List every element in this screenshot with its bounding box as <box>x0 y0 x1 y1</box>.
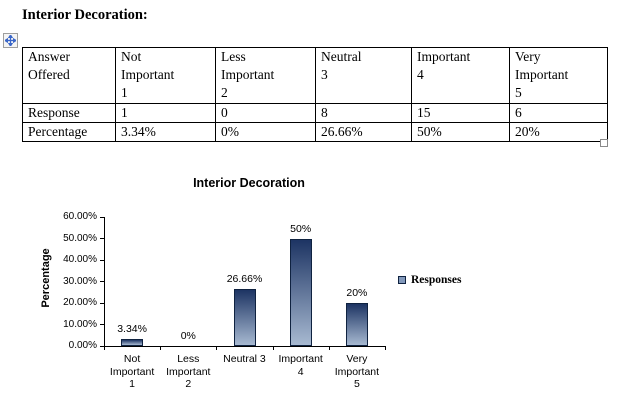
bar-not-important-1 <box>121 338 144 346</box>
x-category-label: Neutral 3 <box>223 353 266 365</box>
y-tick <box>100 302 104 304</box>
bar-data-label: 0% <box>180 330 196 342</box>
y-tick <box>100 281 104 282</box>
percentage-cell[interactable]: 20% <box>509 122 608 142</box>
header-less-important[interactable]: Less Important 2 <box>215 47 316 104</box>
table-row-response: Response 1 0 8 15 6 <box>22 103 608 123</box>
response-cell[interactable]: 15 <box>411 103 510 123</box>
document-title: Interior Decoration: <box>22 7 148 23</box>
x-category-label: Not Important 1 <box>109 353 155 390</box>
response-cell[interactable]: 1 <box>115 103 216 123</box>
response-cell[interactable]: 0 <box>215 103 316 123</box>
y-tick <box>100 216 104 218</box>
bar-data-label: 3.34% <box>117 322 147 335</box>
y-tick-label: 30.00% <box>63 275 97 287</box>
y-axis-line <box>104 217 105 347</box>
x-tick <box>272 346 274 350</box>
x-axis-line <box>101 346 386 347</box>
move-icon <box>5 35 16 46</box>
bar-data-label: 26.66% <box>226 272 263 285</box>
y-tick <box>100 238 104 239</box>
y-tick-label: 40.00% <box>63 254 97 265</box>
x-tick <box>104 346 105 350</box>
table-resize-handle[interactable] <box>600 139 608 147</box>
header-neutral[interactable]: Neutral 3 <box>315 47 412 104</box>
legend-label: Responses <box>411 274 462 286</box>
row-label-response[interactable]: Response <box>22 103 116 123</box>
table-move-handle[interactable] <box>3 33 18 48</box>
x-tick <box>216 346 218 350</box>
x-tick <box>160 346 162 350</box>
x-category-label: Very Important 5 <box>334 353 380 390</box>
header-important[interactable]: Important 4 <box>411 47 510 104</box>
answers-table: Answer Offered Not Important 1 Less Impo… <box>22 47 608 142</box>
y-tick-label: 10.00% <box>63 318 97 330</box>
x-tick <box>385 346 386 350</box>
y-tick <box>100 324 104 325</box>
y-tick <box>100 345 104 347</box>
header-very-important[interactable]: Very Important 5 <box>509 47 608 104</box>
chart-title: Interior Decoration <box>193 176 305 190</box>
percentage-cell[interactable]: 26.66% <box>315 122 412 142</box>
bar-data-label: 50% <box>290 222 312 235</box>
y-tick-label: 50.00% <box>63 232 97 244</box>
y-tick-label: 60.00% <box>63 211 97 222</box>
x-category-label: Less Important 2 <box>166 353 211 390</box>
row-label-percentage[interactable]: Percentage <box>22 122 116 142</box>
header-not-important[interactable]: Not Important 1 <box>115 47 216 104</box>
legend-marker-icon <box>398 276 406 284</box>
table-header-row: Answer Offered Not Important 1 Less Impo… <box>22 47 608 104</box>
bar-important-4 <box>289 238 312 346</box>
percentage-cell[interactable]: 50% <box>411 122 510 142</box>
x-tick <box>328 346 330 350</box>
bar-data-label: 20% <box>346 287 368 299</box>
y-tick-label: 20.00% <box>63 297 97 308</box>
y-tick-label: 0.00% <box>68 340 97 351</box>
y-tick <box>100 259 104 261</box>
response-cell[interactable]: 8 <box>315 103 412 123</box>
bar-very-important-5 <box>345 303 368 346</box>
bar-chart[interactable]: Interior Decoration Percentage 0.00% 10.0… <box>40 170 515 418</box>
percentage-cell[interactable]: 0% <box>215 122 316 142</box>
bar-neutral-3 <box>233 288 256 346</box>
header-answer-offered[interactable]: Answer Offered <box>22 47 116 104</box>
chart-legend: Responses <box>398 274 461 286</box>
x-category-label: Important 4 <box>278 353 323 378</box>
percentage-cell[interactable]: 3.34% <box>115 122 216 142</box>
response-cell[interactable]: 6 <box>509 103 608 123</box>
table-row-percentage: Percentage 3.34% 0% 26.66% 50% 20% <box>22 122 608 142</box>
